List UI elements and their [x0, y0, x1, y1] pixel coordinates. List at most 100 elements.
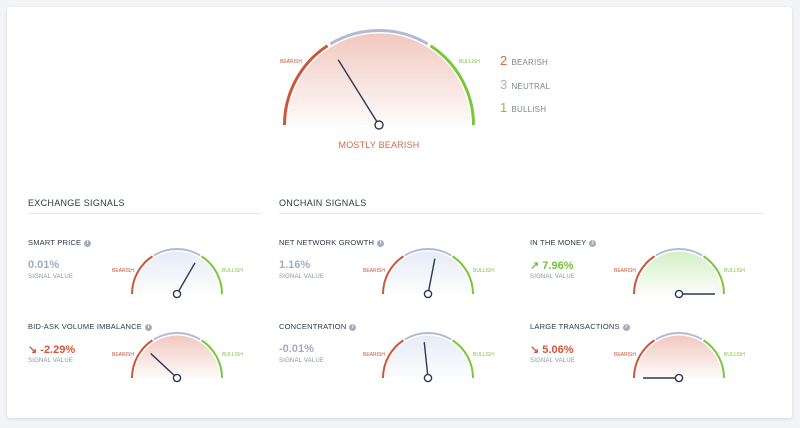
gauge-bullish-arc	[451, 339, 474, 379]
gauge-bullish-arc	[451, 255, 474, 295]
gauge-bullish-label: BULLISH	[473, 268, 494, 274]
info-icon[interactable]: i	[622, 324, 630, 331]
signal-value: 0.01%	[28, 259, 59, 271]
info-icon[interactable]: i	[377, 240, 385, 247]
gauge-needle	[427, 258, 436, 291]
gauge-neutral-arc	[404, 332, 452, 341]
gauge-bearish-arc	[633, 255, 656, 295]
signal-title: LARGE TRANSACTIONS i	[530, 322, 630, 331]
exchange-signals-title: EXCHANGE SIGNALS	[28, 198, 125, 208]
arrow-down-right-icon: ↘	[530, 344, 543, 356]
gauge-needle-knob	[172, 289, 182, 299]
gauge-bearish-arc	[382, 255, 405, 295]
signal-value-caption: SIGNAL VALUE	[28, 274, 74, 280]
gauge-neutral-arc	[329, 29, 429, 46]
gauge-bullish-arc	[200, 255, 223, 295]
summary-bearish: 2 BEARISH	[500, 53, 548, 68]
gauge-bullish-label: BULLISH	[724, 352, 745, 358]
exchange-divider	[28, 213, 261, 214]
onchain-signals-title: ONCHAIN SIGNALS	[279, 198, 367, 208]
signal-title-text: BID-ASK VOLUME IMBALANCE	[28, 322, 142, 331]
main-gauge-status: MOSTLY BEARISH	[338, 140, 420, 150]
signal-title-text: SMART PRICE	[28, 238, 82, 247]
gauge-bullish-arc	[200, 339, 223, 379]
summary-neutral-label: NEUTRAL	[511, 82, 551, 91]
gauge-bullish-label: BULLISH	[222, 268, 243, 274]
signal-value-caption: SIGNAL VALUE	[279, 274, 325, 280]
signal-value-text: -0.01%	[279, 343, 314, 355]
gauge-needle	[178, 262, 196, 292]
gauge-bullish-label: BULLISH	[724, 268, 745, 274]
signal-value-text: 0.01%	[28, 259, 60, 271]
gauge-bearish-arc	[131, 339, 154, 379]
summary-neutral-count: 3	[500, 77, 508, 92]
signal-title-text: NET NETWORK GROWTH	[279, 238, 375, 247]
gauge-neutral-arc	[655, 248, 703, 257]
gauge-bearish-label: BEARISH	[614, 268, 636, 274]
info-icon[interactable]: i	[589, 240, 597, 247]
signal-value-caption: SIGNAL VALUE	[530, 358, 576, 364]
signal-value-caption: SIGNAL VALUE	[28, 358, 74, 364]
gauge-fill	[385, 335, 471, 378]
gauge-fill	[636, 335, 722, 378]
gauge-neutral-arc	[404, 248, 452, 257]
gauge-bearish-arc	[633, 339, 656, 379]
summary-bullish: 1 BULLISH	[500, 100, 546, 115]
signal-value: ↘ -2.29%	[28, 343, 75, 356]
signal-title-text: CONCENTRATION	[279, 322, 347, 331]
gauge-bearish-arc	[283, 44, 329, 126]
gauge-fill	[287, 33, 471, 125]
gauge-fill	[636, 251, 722, 294]
onchain-divider	[279, 213, 764, 214]
info-icon[interactable]: i	[349, 324, 357, 331]
gauge-needle-knob	[674, 373, 684, 383]
summary-bearish-label: BEARISH	[511, 58, 548, 67]
gauge-bearish-arc	[382, 339, 405, 379]
gauge-bullish-arc	[702, 255, 725, 295]
gauge-bearish-label: BEARISH	[614, 352, 636, 358]
summary-neutral: 3 NEUTRAL	[500, 77, 550, 92]
info-icon[interactable]: i	[145, 324, 152, 331]
signal-title-text: IN THE MONEY	[530, 238, 587, 247]
gauge-needle	[337, 59, 378, 122]
gauge-fill	[134, 251, 220, 294]
gauge-needle-knob	[674, 289, 684, 299]
gauge-bullish-label: BULLISH	[473, 352, 494, 358]
signal-value: -0.01%	[279, 343, 314, 355]
signal-value-text: 7.96%	[542, 260, 574, 272]
gauge-needle-knob	[172, 373, 182, 383]
gauge-bearish-label: BEARISH	[363, 268, 385, 274]
signal-title: NET NETWORK GROWTH i	[279, 238, 385, 247]
signal-value-text: 1.16%	[279, 259, 311, 271]
gauge-bearish-arc	[131, 255, 154, 295]
signal-value-text: -2.29%	[40, 344, 76, 356]
gauge-bullish-label: BULLISH	[222, 352, 243, 358]
gauge-needle-knob	[423, 373, 433, 383]
signal-title-text: LARGE TRANSACTIONS	[530, 322, 620, 331]
gauge-needle-knob	[374, 120, 384, 130]
signal-value: ↗ 7.96%	[530, 259, 573, 272]
main-gauge-bullish-label: BULLISH	[459, 59, 480, 65]
gauge-neutral-arc	[655, 332, 703, 341]
signal-value-caption: SIGNAL VALUE	[530, 274, 576, 280]
arrow-up-right-icon: ↗	[530, 260, 543, 272]
summary-bullish-count: 1	[500, 100, 508, 115]
info-icon[interactable]: i	[84, 240, 92, 247]
gauge-bearish-label: BEARISH	[112, 268, 134, 274]
gauge-fill	[134, 335, 220, 378]
gauge-bullish-arc	[429, 44, 475, 126]
gauge-neutral-arc	[153, 332, 201, 341]
summary-bearish-count: 2	[500, 53, 508, 68]
arrow-down-right-icon: ↘	[28, 344, 41, 356]
gauge-needle	[423, 342, 429, 375]
signal-value-text: 5.06%	[542, 344, 574, 356]
signal-value: ↘ 5.06%	[530, 343, 573, 356]
gauge-fill	[385, 251, 471, 294]
gauge-bearish-label: BEARISH	[112, 352, 134, 358]
